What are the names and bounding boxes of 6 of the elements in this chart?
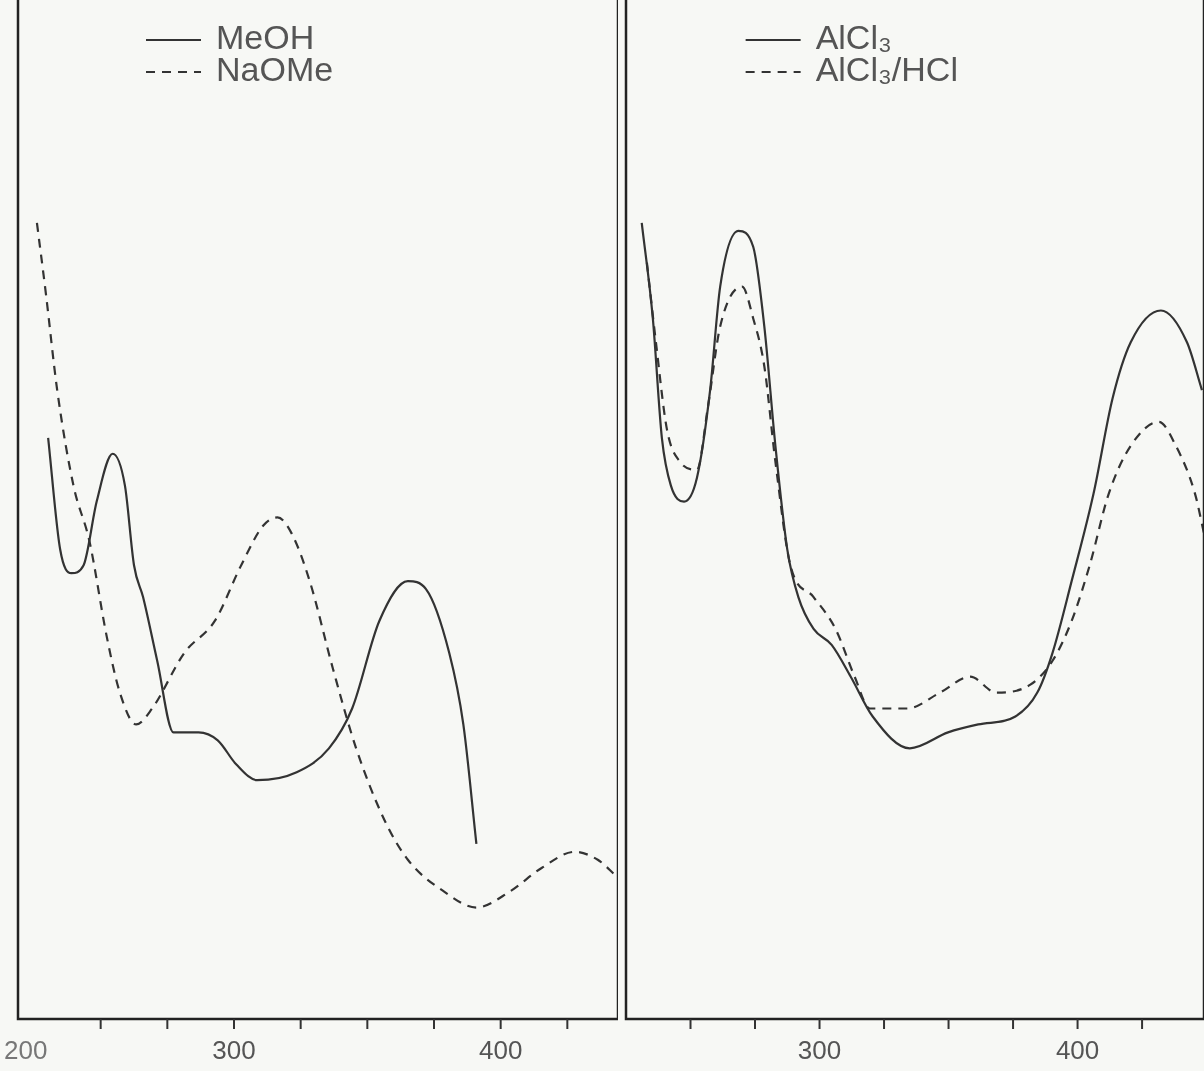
x-tick-label: 400 <box>1055 1035 1100 1066</box>
text: 200 <box>4 1035 48 1066</box>
x-tick-label: 300 <box>797 1035 842 1066</box>
x-tick-label: 400 <box>478 1035 523 1066</box>
legend-label: AlCl₃ <box>815 18 892 57</box>
x-tick-label: 300 <box>212 1035 256 1066</box>
